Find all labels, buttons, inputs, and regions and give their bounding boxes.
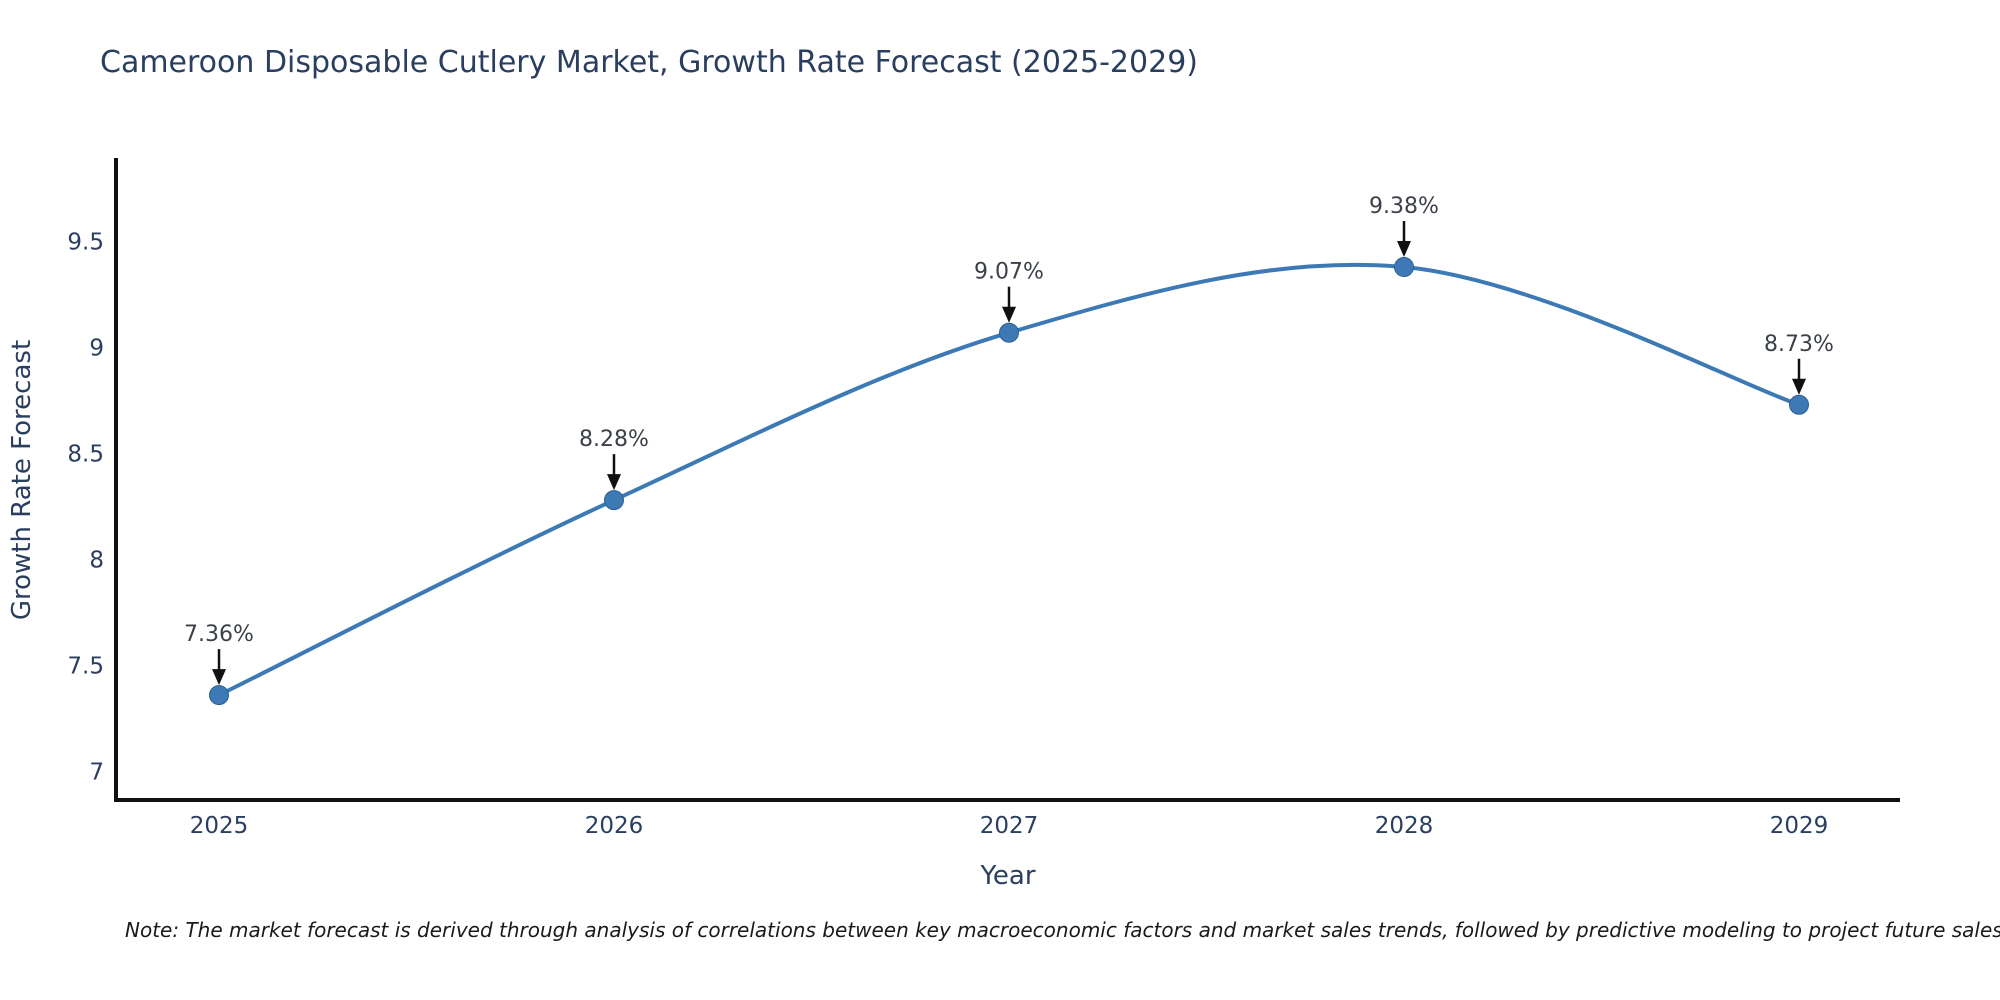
annotation-arrowhead xyxy=(1397,241,1411,258)
point-value-label: 9.07% xyxy=(974,260,1044,285)
annotation-arrowhead xyxy=(607,474,621,491)
chart-title: Cameroon Disposable Cutlery Market, Grow… xyxy=(100,45,1198,80)
x-tick-label: 2029 xyxy=(1770,813,1829,839)
x-tick-label: 2026 xyxy=(585,813,644,839)
data-point-marker[interactable] xyxy=(999,322,1019,343)
annotation-arrowhead xyxy=(212,669,226,686)
x-tick-label: 2025 xyxy=(190,813,249,839)
point-value-label: 8.73% xyxy=(1764,332,1834,357)
chart-footnote: Note: The market forecast is derived thr… xyxy=(125,918,2000,942)
data-point-marker[interactable] xyxy=(604,490,624,511)
y-tick-label: 7 xyxy=(89,759,104,785)
point-value-label: 9.38% xyxy=(1369,194,1439,219)
y-tick-label: 9 xyxy=(89,336,104,362)
x-axis-title: Year xyxy=(979,861,1035,891)
point-value-label: 8.28% xyxy=(579,427,649,452)
data-point-marker[interactable] xyxy=(1394,257,1414,278)
annotation-arrowhead xyxy=(1792,378,1806,395)
data-point-marker[interactable] xyxy=(209,685,229,706)
x-tick-label: 2027 xyxy=(980,813,1039,839)
y-tick-label: 8.5 xyxy=(67,442,104,468)
data-point-marker[interactable] xyxy=(1789,394,1809,415)
point-value-label: 7.36% xyxy=(184,622,254,647)
y-tick-label: 7.5 xyxy=(67,653,104,679)
y-axis-title: Growth Rate Forecast xyxy=(7,340,37,620)
y-tick-label: 8 xyxy=(89,547,104,573)
y-tick-label: 9.5 xyxy=(67,230,104,256)
x-tick-label: 2028 xyxy=(1375,813,1434,839)
annotation-arrowhead xyxy=(1002,306,1016,323)
